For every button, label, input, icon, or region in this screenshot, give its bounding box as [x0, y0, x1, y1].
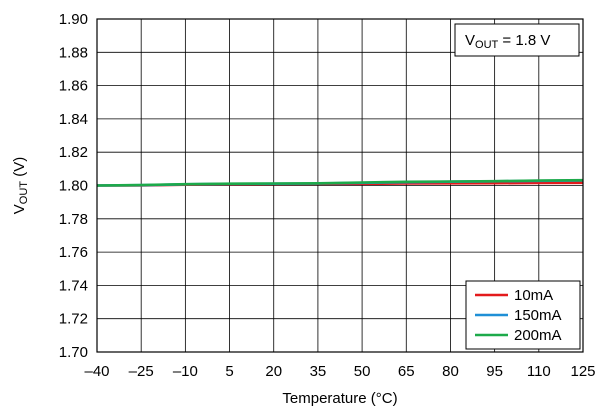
grid [97, 19, 583, 352]
x-tick-label: 125 [570, 363, 595, 380]
y-tick-label: 1.76 [59, 244, 88, 261]
y-axis-label-subscript: OUT [18, 181, 30, 205]
y-tick-label: 1.70 [59, 344, 88, 361]
x-tick-label: 50 [354, 363, 371, 380]
legend-label-10ma: 10mA [514, 287, 553, 304]
legend-label-150ma: 150mA [514, 307, 562, 324]
x-axis-label: Temperature (°C) [282, 390, 397, 407]
y-tick-label: 1.78 [59, 211, 88, 228]
plot-area-frame [96, 18, 584, 353]
annotation-subscript: OUT [475, 39, 499, 51]
y-axis-ticks: 1.70 1.72 1.74 1.76 1.78 1.80 1.82 1.84 1.86 1.88… [59, 11, 88, 361]
y-tick-label: 1.74 [59, 277, 88, 294]
x-tick-label: –10 [173, 363, 198, 380]
annotation-box [454, 23, 580, 57]
annotation-text: VOUT = 1.8 V [465, 32, 550, 51]
x-tick-label: 35 [310, 363, 327, 380]
x-tick-label: –25 [129, 363, 154, 380]
y-tick-label: 1.80 [59, 178, 88, 195]
series-line-200ma [96, 178, 584, 187]
y-axis-label-main: V [11, 204, 28, 214]
x-axis-ticks: –40 –25 –10 5 20 35 50 65 80 95 110 125 [84, 363, 595, 380]
x-tick-label: –40 [84, 363, 109, 380]
series-group [96, 178, 584, 187]
x-tick-label: 20 [265, 363, 282, 380]
x-tick-label: 95 [486, 363, 503, 380]
legend-label-200ma: 200mA [514, 327, 562, 344]
y-tick-label: 1.88 [59, 44, 88, 61]
y-tick-label: 1.82 [59, 144, 88, 161]
annotation-main: V [465, 32, 475, 49]
condition-annotation: VOUT = 1.8 V [454, 23, 580, 57]
y-axis-label: VOUT (V) [11, 157, 30, 214]
y-tick-label: 1.84 [59, 111, 88, 128]
y-tick-label: 1.86 [59, 78, 88, 95]
x-tick-label: 110 [527, 363, 551, 380]
y-tick-label: 1.72 [59, 311, 88, 328]
x-tick-label: 65 [398, 363, 415, 380]
annotation-rest: = 1.8 V [498, 32, 550, 49]
x-tick-label: 5 [225, 363, 233, 380]
x-tick-label: 80 [442, 363, 459, 380]
y-axis-label-rest: (V) [11, 157, 28, 181]
legend: 10mA 150mA 200mA [465, 280, 581, 350]
y-tick-label: 1.90 [59, 11, 88, 28]
